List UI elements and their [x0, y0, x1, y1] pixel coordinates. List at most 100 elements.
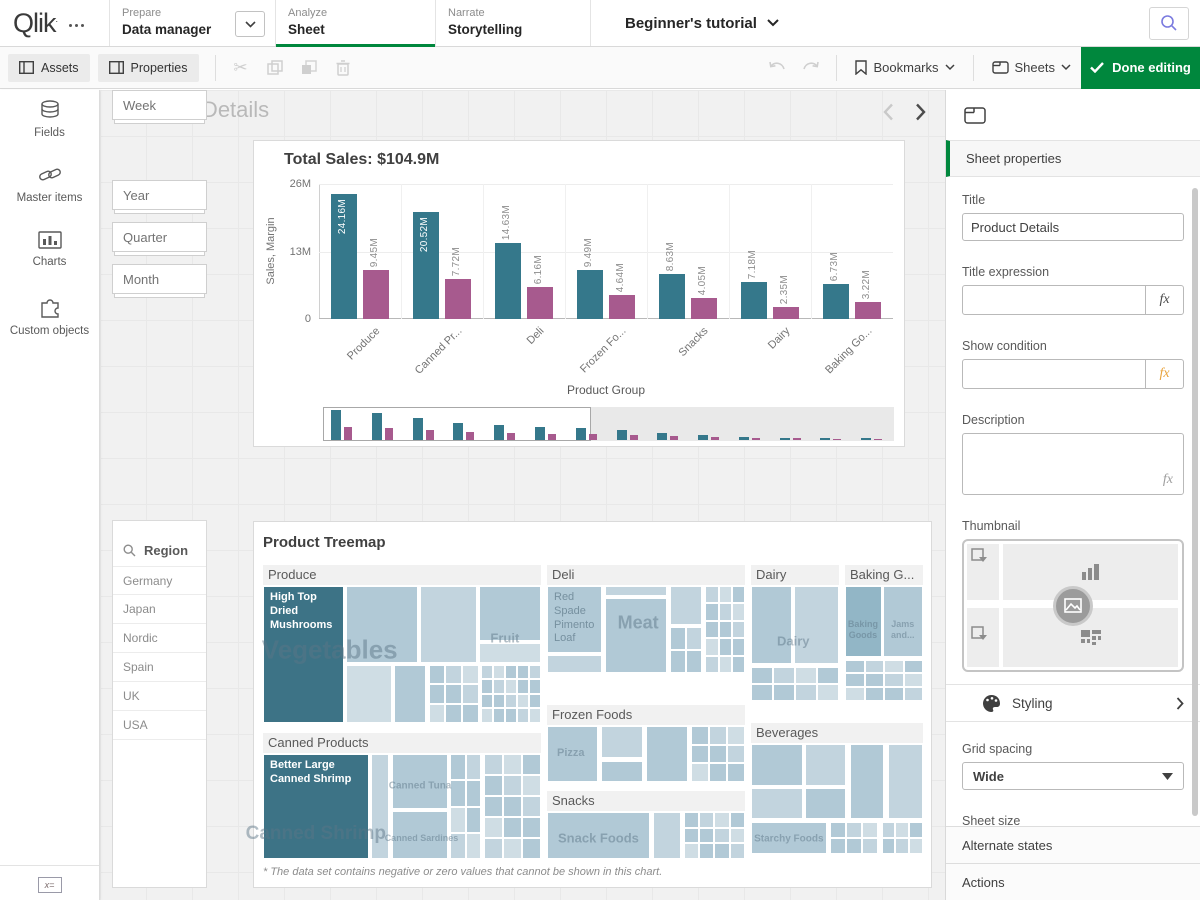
- treemap-tile[interactable]: [846, 838, 863, 854]
- treemap-tile[interactable]: [450, 832, 466, 859]
- undo-button[interactable]: [760, 51, 794, 85]
- bar[interactable]: 4.05M: [691, 266, 717, 319]
- delete-button[interactable]: [326, 51, 360, 85]
- treemap-tile[interactable]: [528, 679, 541, 694]
- treemap-tile[interactable]: [845, 687, 865, 701]
- assets-toggle-button[interactable]: Assets: [8, 53, 90, 82]
- treemap-tile[interactable]: [420, 586, 478, 663]
- treemap-tile[interactable]: [479, 642, 541, 663]
- treemap-tile[interactable]: [483, 775, 503, 796]
- treemap-tile[interactable]: [718, 620, 732, 639]
- treemap-tile[interactable]: [903, 659, 923, 674]
- list-item[interactable]: USA: [113, 711, 206, 740]
- treemap-tile[interactable]: [504, 693, 517, 709]
- treemap-tile[interactable]: [895, 822, 910, 839]
- treemap-tile[interactable]: [370, 754, 390, 859]
- treemap-tile[interactable]: [773, 666, 795, 684]
- treemap-tile[interactable]: [795, 666, 817, 684]
- treemap-tile[interactable]: [504, 679, 517, 694]
- title-expression-input[interactable]: fx: [962, 285, 1184, 315]
- treemap-tile[interactable]: [714, 827, 730, 844]
- barchart-plot[interactable]: Product Group 26M 13M 0 24.16M 9.45M Produce 2…: [290, 178, 893, 397]
- treemap-tile[interactable]: [465, 754, 481, 781]
- treemap-tile[interactable]: [462, 664, 479, 685]
- treemap-tile[interactable]: [428, 684, 446, 704]
- paste-button[interactable]: [292, 51, 326, 85]
- panel-scrollbar[interactable]: [1192, 188, 1198, 816]
- treemap-tile[interactable]: [462, 703, 479, 723]
- treemap-tile[interactable]: High Top Dried Mushrooms: [263, 586, 344, 723]
- treemap-tile[interactable]: [504, 708, 517, 723]
- treemap-tile[interactable]: [683, 812, 699, 828]
- filter-quarter[interactable]: Quarter: [112, 222, 207, 256]
- chart-scroll-navigator[interactable]: [323, 407, 894, 441]
- treemap-tile[interactable]: [845, 586, 882, 658]
- treemap-panel[interactable]: Product Treemap Produce High Top Dried Mu…: [246, 521, 932, 888]
- bar[interactable]: 2.35M: [773, 275, 799, 319]
- treemap-tile[interactable]: [903, 687, 923, 701]
- treemap-tile[interactable]: [465, 780, 481, 807]
- treemap-tile[interactable]: [830, 822, 847, 839]
- treemap-tile[interactable]: [705, 603, 719, 621]
- treemap-tile[interactable]: [729, 812, 745, 828]
- treemap-tile[interactable]: [528, 708, 541, 723]
- treemap-tile[interactable]: [731, 586, 745, 604]
- treemap-tile[interactable]: [492, 664, 505, 680]
- treemap-tile[interactable]: [683, 827, 699, 844]
- description-textarea[interactable]: fx: [962, 433, 1184, 495]
- treemap-tile[interactable]: [805, 744, 847, 786]
- treemap-tile[interactable]: [884, 659, 904, 674]
- treemap-tile[interactable]: [516, 664, 529, 680]
- treemap-tile[interactable]: [521, 796, 541, 817]
- treemap-tile[interactable]: [903, 673, 923, 688]
- treemap-tile[interactable]: [849, 744, 885, 819]
- treemap-tile[interactable]: [547, 812, 650, 859]
- treemap-tile[interactable]: [830, 838, 847, 854]
- bar[interactable]: 6.16M: [527, 255, 553, 319]
- fx-button[interactable]: fx: [1145, 360, 1183, 388]
- treemap-tile[interactable]: [502, 796, 522, 817]
- done-editing-button[interactable]: Done editing: [1081, 46, 1200, 89]
- treemap-tile[interactable]: [646, 726, 688, 782]
- treemap-tile[interactable]: [492, 679, 505, 694]
- treemap-tile[interactable]: [428, 664, 446, 685]
- expression-field[interactable]: [963, 286, 1145, 314]
- treemap-tile[interactable]: [698, 827, 715, 844]
- treemap-tile[interactable]: [817, 683, 839, 701]
- treemap-tile[interactable]: [718, 655, 732, 673]
- treemap-tile[interactable]: [909, 822, 923, 839]
- treemap-tile[interactable]: [690, 726, 709, 745]
- treemap-tile[interactable]: [504, 664, 517, 680]
- treemap-tile[interactable]: [817, 666, 839, 684]
- treemap-tile[interactable]: [708, 744, 727, 764]
- treemap-tile[interactable]: [698, 843, 715, 859]
- treemap-tile[interactable]: [450, 806, 466, 833]
- bar[interactable]: 8.63M: [659, 242, 685, 319]
- treemap-tile[interactable]: [686, 626, 703, 650]
- treemap-tile[interactable]: [895, 838, 910, 854]
- treemap-tile[interactable]: [528, 664, 541, 680]
- treemap-tile[interactable]: [705, 620, 719, 639]
- treemap-tile[interactable]: [669, 586, 703, 626]
- treemap-tile[interactable]: [605, 586, 667, 597]
- treemap-tile[interactable]: [345, 586, 419, 663]
- treemap-tile[interactable]: [492, 693, 505, 709]
- treemap-tile[interactable]: [391, 754, 448, 809]
- treemap-tile[interactable]: [729, 827, 745, 844]
- treemap-tile[interactable]: [502, 775, 522, 796]
- filter-year[interactable]: Year: [112, 180, 207, 214]
- treemap-tile[interactable]: [547, 654, 603, 673]
- rail-item-master-items[interactable]: Master items: [0, 165, 99, 204]
- treemap-tile[interactable]: [751, 788, 803, 819]
- styling-section[interactable]: Styling: [946, 684, 1200, 722]
- treemap-tile[interactable]: [731, 638, 745, 656]
- treemap-tile[interactable]: [690, 763, 709, 782]
- treemap-tile[interactable]: [479, 586, 541, 641]
- region-listbox[interactable]: Region Germany Japan Nordic Spain UK USA: [112, 520, 207, 888]
- sheets-button[interactable]: Sheets: [982, 60, 1081, 75]
- treemap-tile[interactable]: [394, 664, 427, 723]
- treemap-tile[interactable]: [445, 703, 463, 723]
- treemap-tile[interactable]: [708, 763, 727, 782]
- actions-section[interactable]: Actions: [946, 863, 1200, 900]
- bar[interactable]: 3.22M: [855, 270, 881, 319]
